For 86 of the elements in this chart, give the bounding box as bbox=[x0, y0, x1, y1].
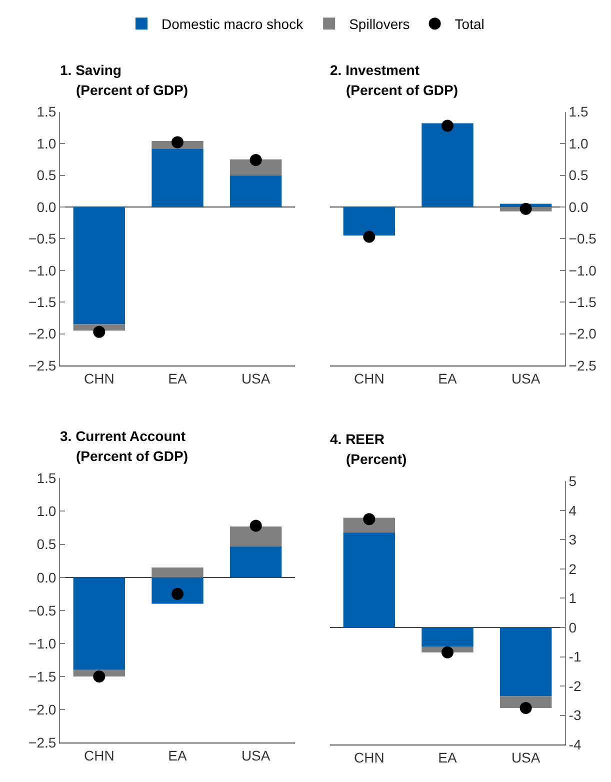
point bbox=[442, 646, 454, 658]
legend-label: Domestic macro shock bbox=[162, 16, 304, 32]
y-tick-label: 1.0 bbox=[36, 135, 56, 152]
chart-title: 3. Current Account bbox=[60, 428, 186, 444]
x-tick-label: USA bbox=[241, 370, 271, 386]
y2-tick-label: 0 bbox=[568, 619, 577, 636]
x-tick-label: EA bbox=[438, 370, 458, 386]
y-tick-label: −2.0 bbox=[28, 326, 56, 342]
point bbox=[363, 230, 376, 243]
y2-tick-label: 3 bbox=[568, 532, 577, 548]
point bbox=[250, 520, 262, 532]
y-tick-label: 0.5 bbox=[36, 536, 56, 552]
y2-tick-label: 1.5 bbox=[568, 104, 588, 120]
y-tick-label: −1.0 bbox=[28, 635, 56, 652]
y2-tick-label: −2.5 bbox=[568, 357, 597, 374]
bar bbox=[230, 546, 282, 578]
x-tick-label: CHN bbox=[84, 370, 114, 386]
point bbox=[172, 588, 184, 600]
y2-tick-label: −1.0 bbox=[568, 262, 597, 278]
y-tick-label: −1.5 bbox=[28, 668, 56, 684]
bar bbox=[343, 206, 396, 236]
y-tick-label: −2.0 bbox=[28, 702, 56, 718]
point bbox=[172, 136, 184, 148]
x-tick-label: USA bbox=[241, 747, 271, 764]
y2-tick-label: 2 bbox=[568, 560, 577, 577]
x-tick-label: USA bbox=[511, 749, 541, 766]
y2-tick-label: -1 bbox=[568, 648, 582, 665]
y2-tick-label: -2 bbox=[568, 678, 582, 694]
x-tick-label: CHN bbox=[354, 370, 384, 386]
legend-label: Total bbox=[454, 16, 484, 32]
chart-title: 4. REER bbox=[330, 431, 384, 447]
y-tick-label: −0.5 bbox=[28, 602, 56, 618]
point bbox=[250, 154, 262, 166]
y2-tick-label: −1.5 bbox=[568, 294, 597, 310]
y-tick-label: 1.0 bbox=[36, 503, 56, 520]
y-tick-label: −2.5 bbox=[28, 734, 56, 751]
y2-tick-label: -4 bbox=[568, 736, 582, 753]
chart-subtitle: (Percent of GDP) bbox=[76, 82, 188, 98]
x-tick-label: USA bbox=[511, 370, 541, 386]
y-tick-label: 1.5 bbox=[36, 470, 56, 486]
bar bbox=[343, 532, 396, 628]
y2-tick-label: 0.0 bbox=[568, 198, 588, 215]
y-tick-label: 0.5 bbox=[36, 167, 56, 184]
bar bbox=[422, 628, 474, 647]
bar bbox=[152, 577, 204, 604]
y-tick-label: 0.0 bbox=[36, 198, 56, 215]
x-tick-label: EA bbox=[438, 749, 458, 766]
y-tick-label: −2.5 bbox=[28, 357, 56, 374]
y2-tick-label: 1 bbox=[568, 590, 577, 606]
bar bbox=[230, 175, 282, 207]
chart-subtitle: (Percent) bbox=[346, 451, 407, 467]
bar bbox=[152, 567, 204, 578]
point bbox=[363, 513, 376, 526]
y2-tick-label: 1.0 bbox=[568, 135, 588, 152]
legend-label: Spillovers bbox=[349, 16, 410, 32]
y2-tick-label: −0.5 bbox=[568, 230, 597, 247]
point bbox=[93, 326, 106, 338]
x-tick-label: CHN bbox=[354, 749, 384, 766]
y2-tick-label: 0.5 bbox=[568, 167, 588, 184]
y-tick-label: 1.5 bbox=[36, 104, 56, 120]
y2-tick-label: 4 bbox=[568, 502, 577, 518]
y-tick-label: −1.0 bbox=[28, 262, 56, 278]
bar bbox=[230, 526, 282, 546]
bar bbox=[73, 206, 126, 324]
x-tick-label: EA bbox=[168, 747, 188, 764]
point bbox=[442, 120, 454, 132]
bar bbox=[73, 577, 126, 670]
bar bbox=[230, 159, 282, 176]
bar bbox=[422, 123, 474, 207]
point bbox=[520, 202, 532, 215]
chart-title: 1. Saving bbox=[60, 62, 122, 78]
chart-title: 2. Investment bbox=[330, 62, 420, 78]
y2-tick-label: -3 bbox=[568, 707, 582, 724]
point bbox=[93, 670, 106, 683]
chart-subtitle: (Percent of GDP) bbox=[76, 448, 188, 464]
y-tick-label: −0.5 bbox=[28, 230, 56, 247]
chart-subtitle: (Percent of GDP) bbox=[346, 82, 458, 98]
y2-tick-label: 5 bbox=[568, 473, 577, 490]
x-tick-label: EA bbox=[168, 370, 188, 386]
y-tick-label: −1.5 bbox=[28, 294, 56, 310]
bar bbox=[152, 148, 204, 207]
x-tick-label: CHN bbox=[84, 747, 114, 764]
bar bbox=[500, 628, 552, 696]
y2-tick-label: −2.0 bbox=[568, 326, 597, 342]
y-tick-label: 0.0 bbox=[36, 569, 56, 586]
point bbox=[520, 702, 532, 714]
